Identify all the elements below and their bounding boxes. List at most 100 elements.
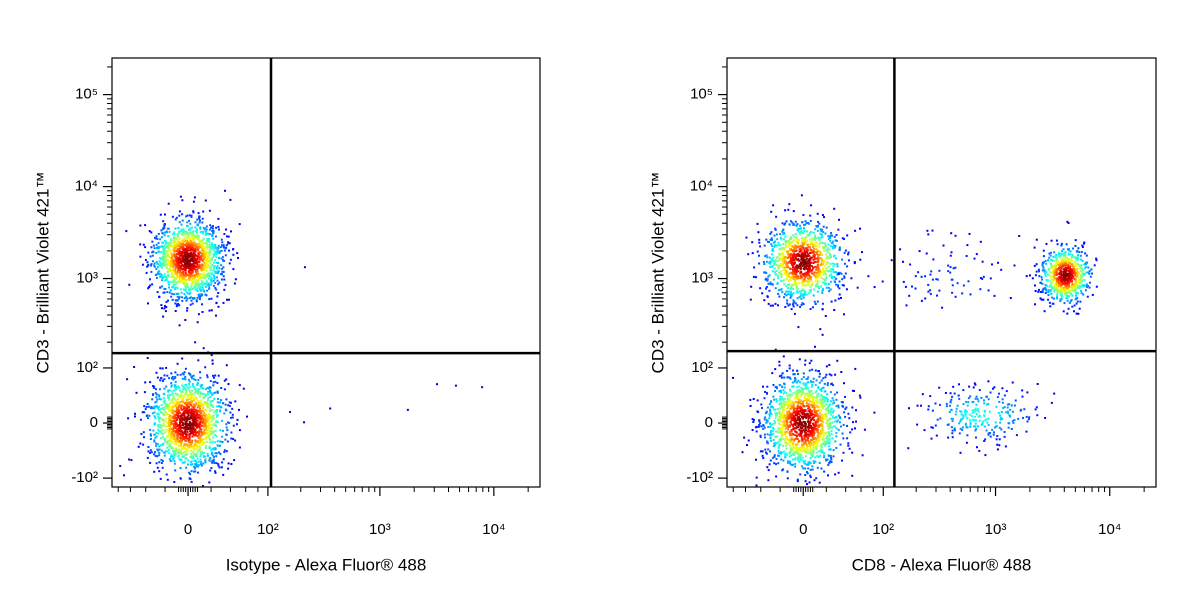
dot (771, 283, 774, 285)
dot (1077, 286, 1080, 289)
dot (769, 238, 772, 241)
dot (179, 265, 182, 268)
dot (191, 255, 193, 258)
dot (188, 417, 191, 420)
dot (195, 397, 198, 399)
dot (1053, 269, 1056, 272)
dot (824, 279, 827, 282)
dot (779, 279, 782, 282)
dot (803, 237, 806, 240)
dot (213, 250, 216, 253)
dot (816, 276, 819, 279)
dot (799, 274, 802, 277)
dot (213, 461, 216, 464)
dot (169, 419, 172, 422)
dot (827, 261, 830, 264)
dot (790, 236, 793, 239)
dot (207, 436, 210, 439)
dot (838, 293, 841, 296)
dot (846, 234, 849, 237)
dot (211, 440, 214, 443)
dot (793, 263, 796, 265)
dot (774, 287, 777, 290)
dot (181, 384, 184, 387)
dot (152, 250, 155, 253)
dot (184, 278, 186, 281)
dot (182, 264, 185, 267)
dot (211, 227, 214, 230)
dot (800, 271, 803, 273)
dot (246, 415, 248, 418)
dot (201, 242, 204, 245)
dot (171, 390, 174, 393)
dot (187, 232, 190, 235)
dot (792, 299, 795, 302)
dot (191, 463, 194, 466)
dot (1077, 276, 1080, 279)
dot (1071, 276, 1074, 279)
dot (825, 249, 828, 251)
dot (165, 241, 168, 243)
dot (819, 236, 822, 239)
dot (128, 283, 131, 286)
dot (201, 311, 204, 313)
dot (797, 264, 800, 267)
dot (214, 448, 217, 451)
dot (198, 239, 201, 242)
dot (782, 238, 785, 241)
dot (187, 256, 190, 259)
dot (218, 401, 221, 404)
dot (158, 461, 161, 464)
dot (166, 446, 169, 449)
dot (191, 419, 194, 422)
dot (1056, 277, 1059, 280)
dot (859, 258, 862, 261)
dot (212, 423, 215, 426)
dot (174, 271, 177, 273)
dot (205, 225, 208, 228)
dot (223, 379, 226, 382)
dot (216, 444, 219, 447)
dot (814, 241, 817, 244)
dot (197, 392, 199, 395)
dot (160, 266, 163, 269)
dot (151, 407, 154, 410)
dot (202, 232, 205, 235)
dot (182, 283, 185, 286)
dot (1066, 312, 1069, 315)
dot (778, 258, 780, 261)
dot (189, 291, 192, 294)
dot (155, 276, 158, 279)
dot (798, 227, 801, 230)
dot (766, 278, 769, 281)
dot (164, 247, 166, 250)
dot (156, 412, 159, 415)
dot (814, 265, 817, 268)
dot (206, 418, 209, 421)
dot (215, 421, 218, 424)
dot (176, 430, 178, 433)
dot (175, 447, 178, 450)
dot (193, 431, 196, 434)
dot (198, 293, 201, 296)
dot (153, 411, 156, 414)
dot (180, 291, 183, 294)
dot (173, 254, 176, 257)
dot (208, 298, 211, 301)
dot (155, 237, 158, 240)
dot (1061, 280, 1063, 283)
dot (781, 372, 784, 375)
dot (173, 244, 176, 247)
dot (189, 229, 192, 232)
dot (196, 230, 199, 232)
dot (186, 235, 189, 237)
dot (158, 270, 161, 273)
dot (1057, 260, 1060, 263)
dot (1080, 267, 1083, 270)
dot (195, 402, 198, 404)
dot (158, 429, 160, 432)
dot (780, 396, 783, 399)
dot (177, 258, 180, 261)
dot (818, 269, 821, 272)
dot (157, 273, 160, 276)
